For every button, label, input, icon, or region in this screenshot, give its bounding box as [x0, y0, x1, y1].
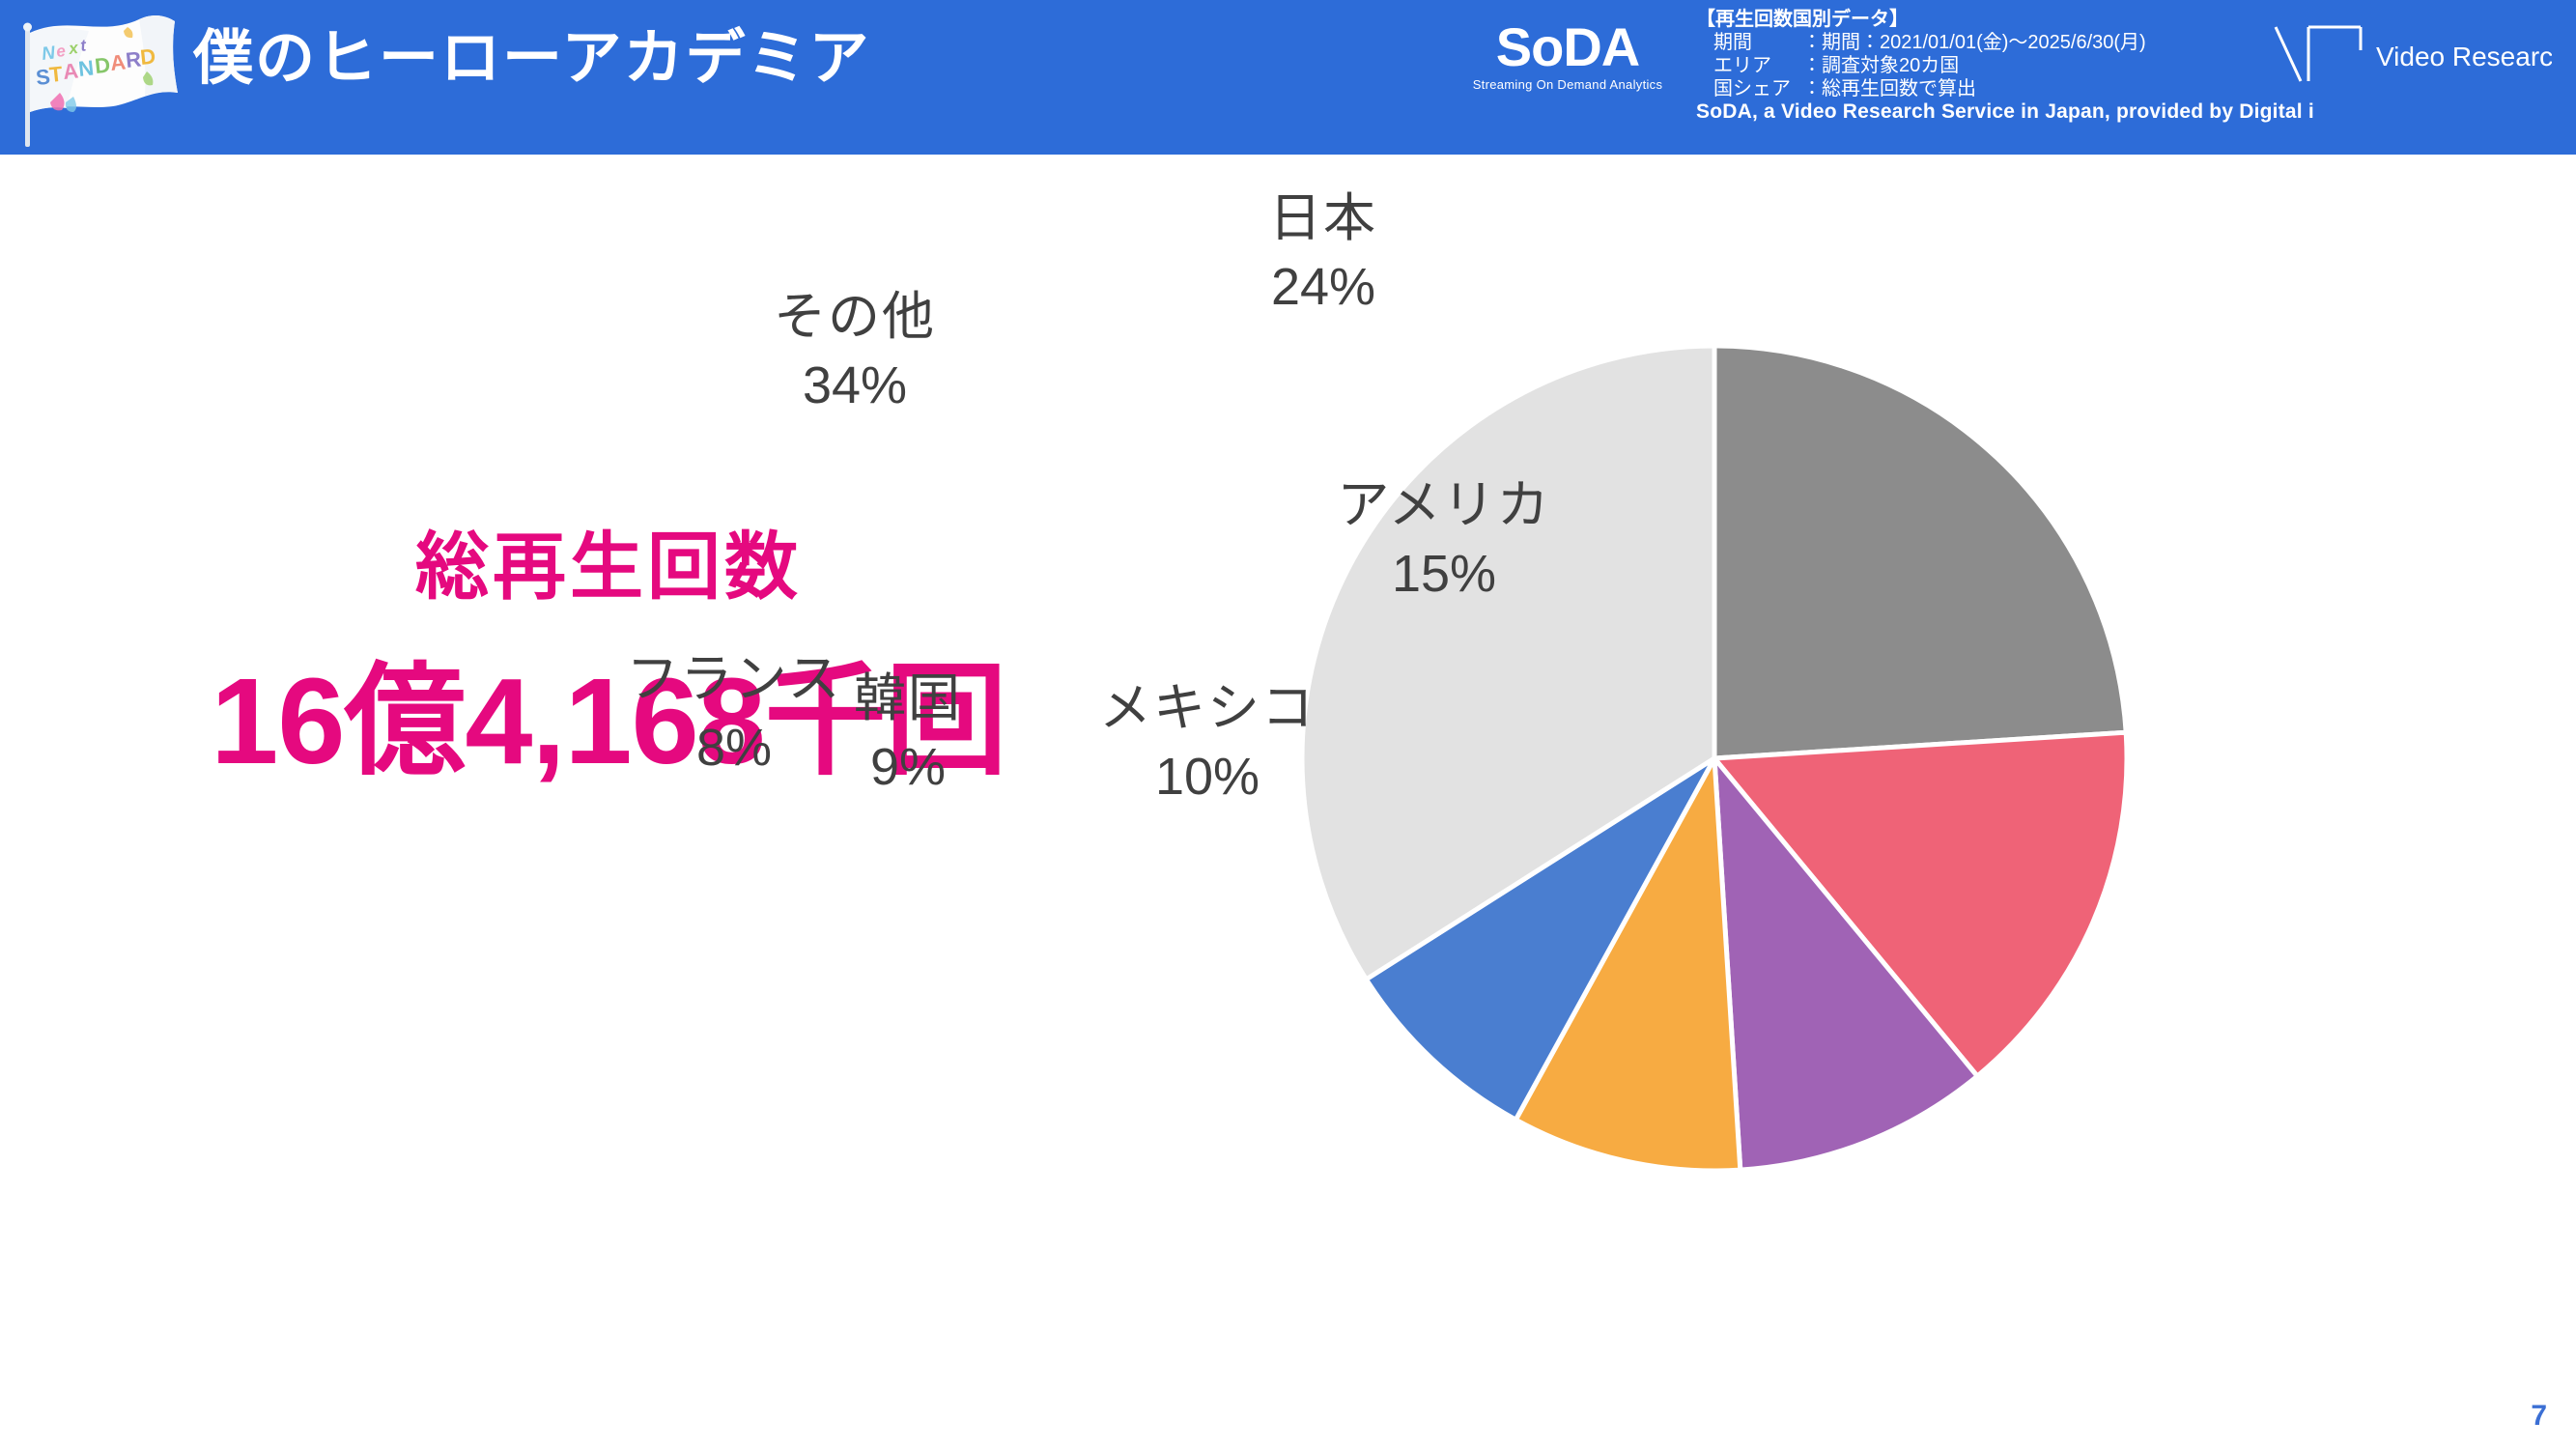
pie-label-korea-percent: 9% [869, 738, 947, 796]
annotation-value-period: ：期間：2021/01/01(金)〜2025/6/30(月) [1802, 32, 2146, 53]
pie-slice [1712, 729, 2130, 1079]
pie-slice [1299, 343, 1717, 982]
svg-text:A: A [109, 49, 127, 75]
pie-label-usa-percent: 15% [1391, 545, 1497, 603]
page-number: 7 [2531, 1400, 2547, 1432]
annotation-row-country-share: 国シェア ：総再生回数で算出 [1696, 77, 2314, 100]
svg-text:N: N [41, 43, 57, 65]
annotation-row-area: エリア ：調査対象20カ国 [1696, 54, 2314, 77]
header-bar: N e x t S T A N D A R D 僕のヒーローアカデミア [0, 0, 2576, 155]
pie-label-mexico-percent: 10% [1154, 748, 1260, 806]
annotation-key-country-share: 国シェア [1713, 78, 1791, 99]
pie-slice [1363, 755, 1717, 1122]
annotation-key-area: エリア [1713, 55, 1771, 76]
soda-wordmark: SoDA [1495, 16, 1640, 77]
annotation-value-area: ：調査対象20カ国 [1802, 55, 1960, 76]
pie-chart-svg [1299, 343, 2130, 1174]
svg-text:R: R [125, 46, 143, 72]
svg-text:T: T [48, 62, 65, 87]
total-plays-label: 総再生回数 [415, 526, 802, 609]
svg-text:D: D [94, 52, 111, 78]
pie-label-usa: アメリカ 15% [1241, 473, 1647, 611]
annotation-row-period: 期間 ：期間：2021/01/01(金)〜2025/6/30(月) [1696, 31, 2314, 54]
pie-label-mexico-name: メキシコ [1099, 679, 1316, 737]
annotation-key-period: 期間 [1713, 32, 1752, 53]
annotation-value-country-share: ：総再生回数で算出 [1802, 78, 1976, 99]
annotation-heading: 【再生回数国別データ】 [1696, 9, 1909, 30]
pie-label-usa-name: アメリカ [1337, 476, 1551, 534]
video-research-logo: Video Research [2272, 21, 2552, 91]
country-share-pie-chart: 日本 24% アメリカ 15% メキシコ 10% 韓国 9% フランス 8% そ… [627, 155, 2576, 1449]
pie-label-japan: 日本 24% [1178, 186, 1468, 324]
svg-text:S: S [35, 65, 51, 90]
data-annotation-block: 【再生回数国別データ】 期間 ：期間：2021/01/01(金)〜2025/6/3… [1696, 8, 2314, 124]
pie-label-korea-name: 韓国 [854, 669, 962, 727]
svg-text:A: A [62, 58, 80, 84]
pie-label-france: フランス 8% [570, 647, 898, 784]
pie-label-japan-percent: 24% [1270, 258, 1376, 316]
soda-tagline: Streaming On Demand Analytics [1472, 77, 1663, 92]
pie-label-france-percent: 8% [695, 719, 773, 777]
pie-label-other-percent: 34% [802, 356, 908, 414]
svg-text:D: D [139, 43, 156, 70]
svg-text:e: e [55, 42, 67, 61]
annotation-credit: SoDA, a Video Research Service in Japan,… [1696, 100, 2314, 123]
video-research-logo-text: Video Research [2376, 42, 2552, 71]
pie-label-japan-name: 日本 [1269, 189, 1377, 247]
page-title: 僕のヒーローアカデミア [193, 25, 871, 92]
pie-label-france-name: フランス [626, 650, 842, 708]
next-standard-flag-logo: N e x t S T A N D A R D [14, 4, 187, 149]
svg-text:x: x [67, 39, 80, 58]
total-plays-value: 16億4,168千回 [211, 653, 1006, 789]
pie-label-other-name: その他 [774, 288, 936, 346]
pie-slice [1712, 343, 2129, 761]
pie-slice [1712, 755, 1980, 1173]
total-plays-summary: 総再生回数 16億4,168千回 [116, 522, 1101, 794]
pie-label-mexico: メキシコ 10% [1014, 676, 1401, 813]
pie-label-other: その他 34% [695, 285, 1014, 422]
svg-text:t: t [79, 36, 88, 55]
svg-text:N: N [77, 55, 95, 81]
pie-label-korea: 韓国 9% [763, 667, 1053, 804]
pie-slice [1513, 755, 1743, 1174]
soda-logo: SoDA Streaming On Demand Analytics [1461, 17, 1674, 93]
